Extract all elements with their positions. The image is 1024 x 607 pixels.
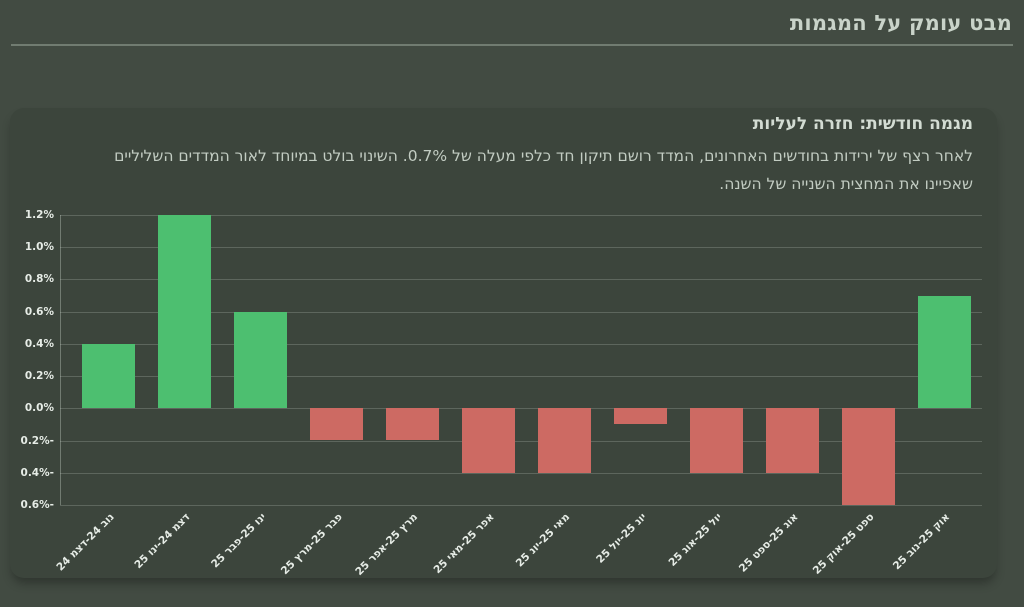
page-header: מבט עומק על המגמות <box>0 0 1024 46</box>
bar <box>461 408 515 473</box>
gridline <box>60 343 982 345</box>
bar <box>385 408 439 441</box>
card-subtitle: מגמה חודשית: חזרה לעליות <box>752 114 973 134</box>
gridline <box>60 440 982 442</box>
x-axis-tick-label: מרץ 25-אפר 25 <box>353 511 421 578</box>
card-description-line: לאחר רצף של ירידות בחודשים האחרונים, המד… <box>114 147 973 165</box>
y-axis-tick-label: -0.2% <box>20 434 54 447</box>
x-axis-tick-label: יונ 25-יול 25 <box>593 511 649 566</box>
y-axis-tick-label: -0.6% <box>20 499 54 511</box>
bar <box>689 408 743 473</box>
title-divider <box>11 44 1013 46</box>
x-axis-tick-label: אפר 25-מאי 25 <box>431 511 497 577</box>
x-axis-tick-label: נוב 24-דצמ 24 <box>54 511 117 574</box>
bar <box>537 408 591 473</box>
gridline <box>60 472 982 474</box>
x-axis-tick-label: יול 25-אוג 25 <box>666 511 725 569</box>
y-axis-tick-label: 0.2% <box>24 370 54 383</box>
bar <box>309 408 363 441</box>
x-axis-tick-label: מאי 25-יונ 25 <box>513 511 573 570</box>
x-axis-tick-label: אוק 25-נוב 25 <box>891 511 953 573</box>
card-description-line: שאפיינו את המחצית השנייה של השנה. <box>719 175 973 193</box>
x-axis-tick-label: פבר 25-מרץ 25 <box>278 511 345 578</box>
bar <box>841 408 895 505</box>
bar <box>917 295 971 409</box>
bar <box>157 215 211 409</box>
gridline <box>60 215 982 216</box>
x-axis-tick-label: דצמ 24-ינו 25 <box>132 511 193 572</box>
card-description: לאחר רצף של ירידות בחודשים האחרונים, המד… <box>34 142 973 198</box>
y-axis-tick-label: 0.0% <box>24 402 54 415</box>
y-axis-line <box>60 215 61 505</box>
gridline <box>60 247 982 249</box>
gridline <box>60 376 982 378</box>
gridline <box>60 311 982 313</box>
y-axis-tick-label: 0.6% <box>24 305 54 318</box>
bar <box>765 408 819 473</box>
bar <box>81 343 135 409</box>
x-axis-tick-label: אוג 25-ספט 25 <box>736 511 801 575</box>
page-title: מבט עומק על המגמות <box>789 11 1012 35</box>
monthly-trend-card: מגמה חודשית: חזרה לעליות לאחר רצף של ירי… <box>10 108 997 578</box>
gridline <box>60 408 982 410</box>
y-axis-tick-label: 1.0% <box>24 241 54 254</box>
monthly-change-bar-chart: 1.2% 1.0% 0.8% 0.6% 0.4% 0.2% 0.0% -0.2% -0.4% -0… <box>10 108 997 578</box>
x-axis-tick-label: ינו 25-פבר 25 <box>209 511 269 571</box>
y-axis-tick-label: 0.8% <box>24 273 54 286</box>
gridline <box>60 505 982 506</box>
y-axis-tick-label: -0.4% <box>20 466 54 479</box>
y-axis-tick-label: 1.2% <box>24 209 54 221</box>
y-axis-tick-label: 0.4% <box>24 337 54 350</box>
bar <box>233 311 287 409</box>
gridline <box>60 279 982 281</box>
bar <box>613 408 667 425</box>
x-axis-tick-label: ספט 25-אוק 25 <box>810 511 877 577</box>
